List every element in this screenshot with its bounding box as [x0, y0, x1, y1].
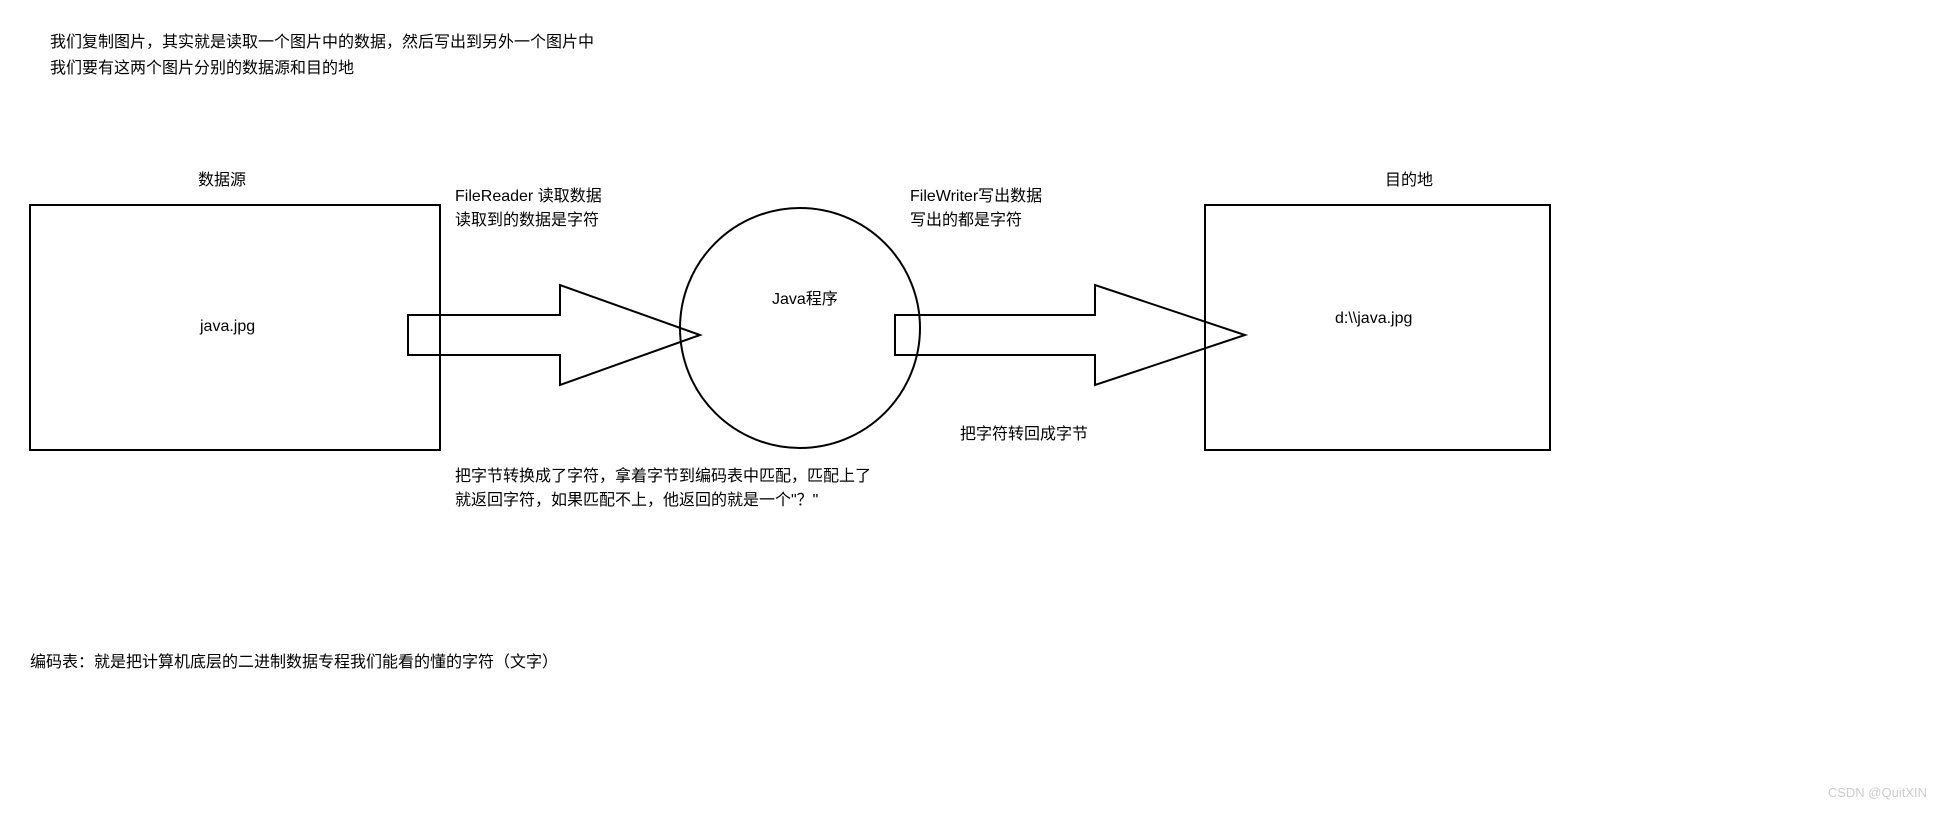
arrow1-shape	[408, 285, 700, 385]
process-circle	[680, 208, 920, 448]
source-box	[30, 205, 440, 450]
diagram-svg	[0, 0, 1957, 820]
arrow2-shape	[895, 285, 1245, 385]
dest-box	[1205, 205, 1550, 450]
